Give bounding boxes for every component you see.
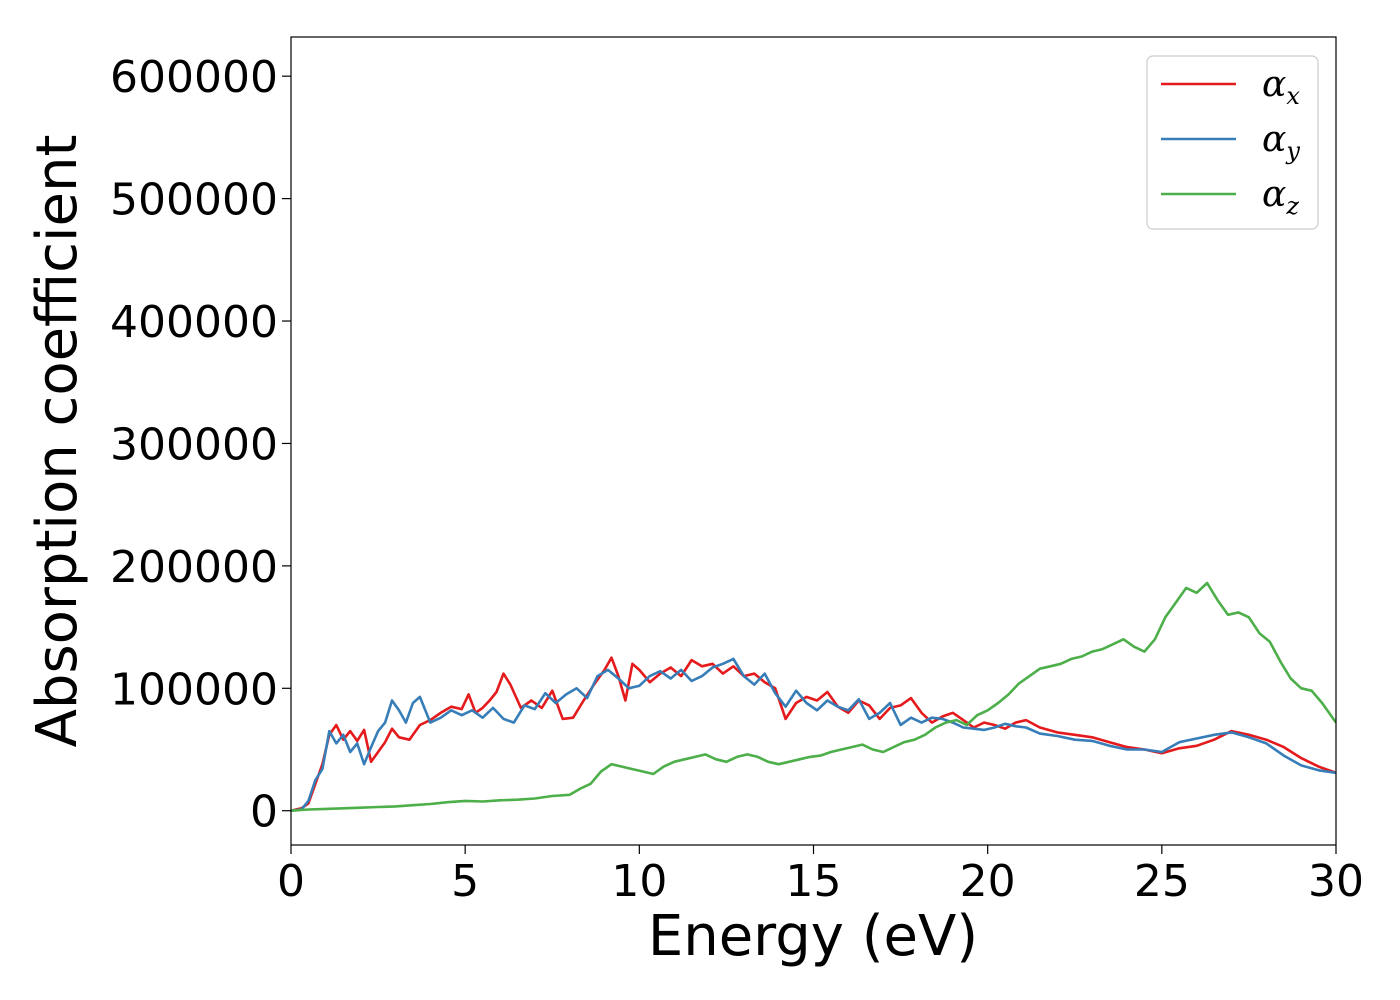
x-tick-label: 25 — [1134, 856, 1190, 907]
y-tick-label: 100000 — [110, 664, 278, 715]
x-tick-label: 10 — [611, 856, 667, 907]
series-line-x — [291, 656, 1336, 812]
legend-box — [1146, 55, 1319, 230]
x-tick-label: 30 — [1308, 856, 1364, 907]
series-line-y — [291, 657, 1336, 812]
y-tick-label: 200000 — [110, 542, 278, 593]
x-tick-label: 5 — [451, 856, 479, 907]
y-axis-label: Absorption coefficient — [25, 135, 90, 748]
plot-lines — [291, 581, 1336, 812]
y-tick-label: 400000 — [110, 297, 278, 348]
y-tick-label: 300000 — [110, 419, 278, 470]
x-tick-label: 15 — [786, 856, 842, 907]
x-tick-label: 20 — [960, 856, 1016, 907]
y-tick-label: 500000 — [110, 175, 278, 226]
x-tick-label: 0 — [277, 856, 305, 907]
x-axis: 0 5 10 15 20 25 30 — [277, 845, 1364, 907]
y-tick-label: 600000 — [110, 52, 278, 103]
y-axis: 0 100000 200000 300000 400000 500000 600000 — [110, 52, 291, 838]
series-line-z — [291, 581, 1336, 812]
y-tick-label: 0 — [250, 787, 278, 838]
x-axis-label: Energy (eV) — [648, 904, 978, 969]
